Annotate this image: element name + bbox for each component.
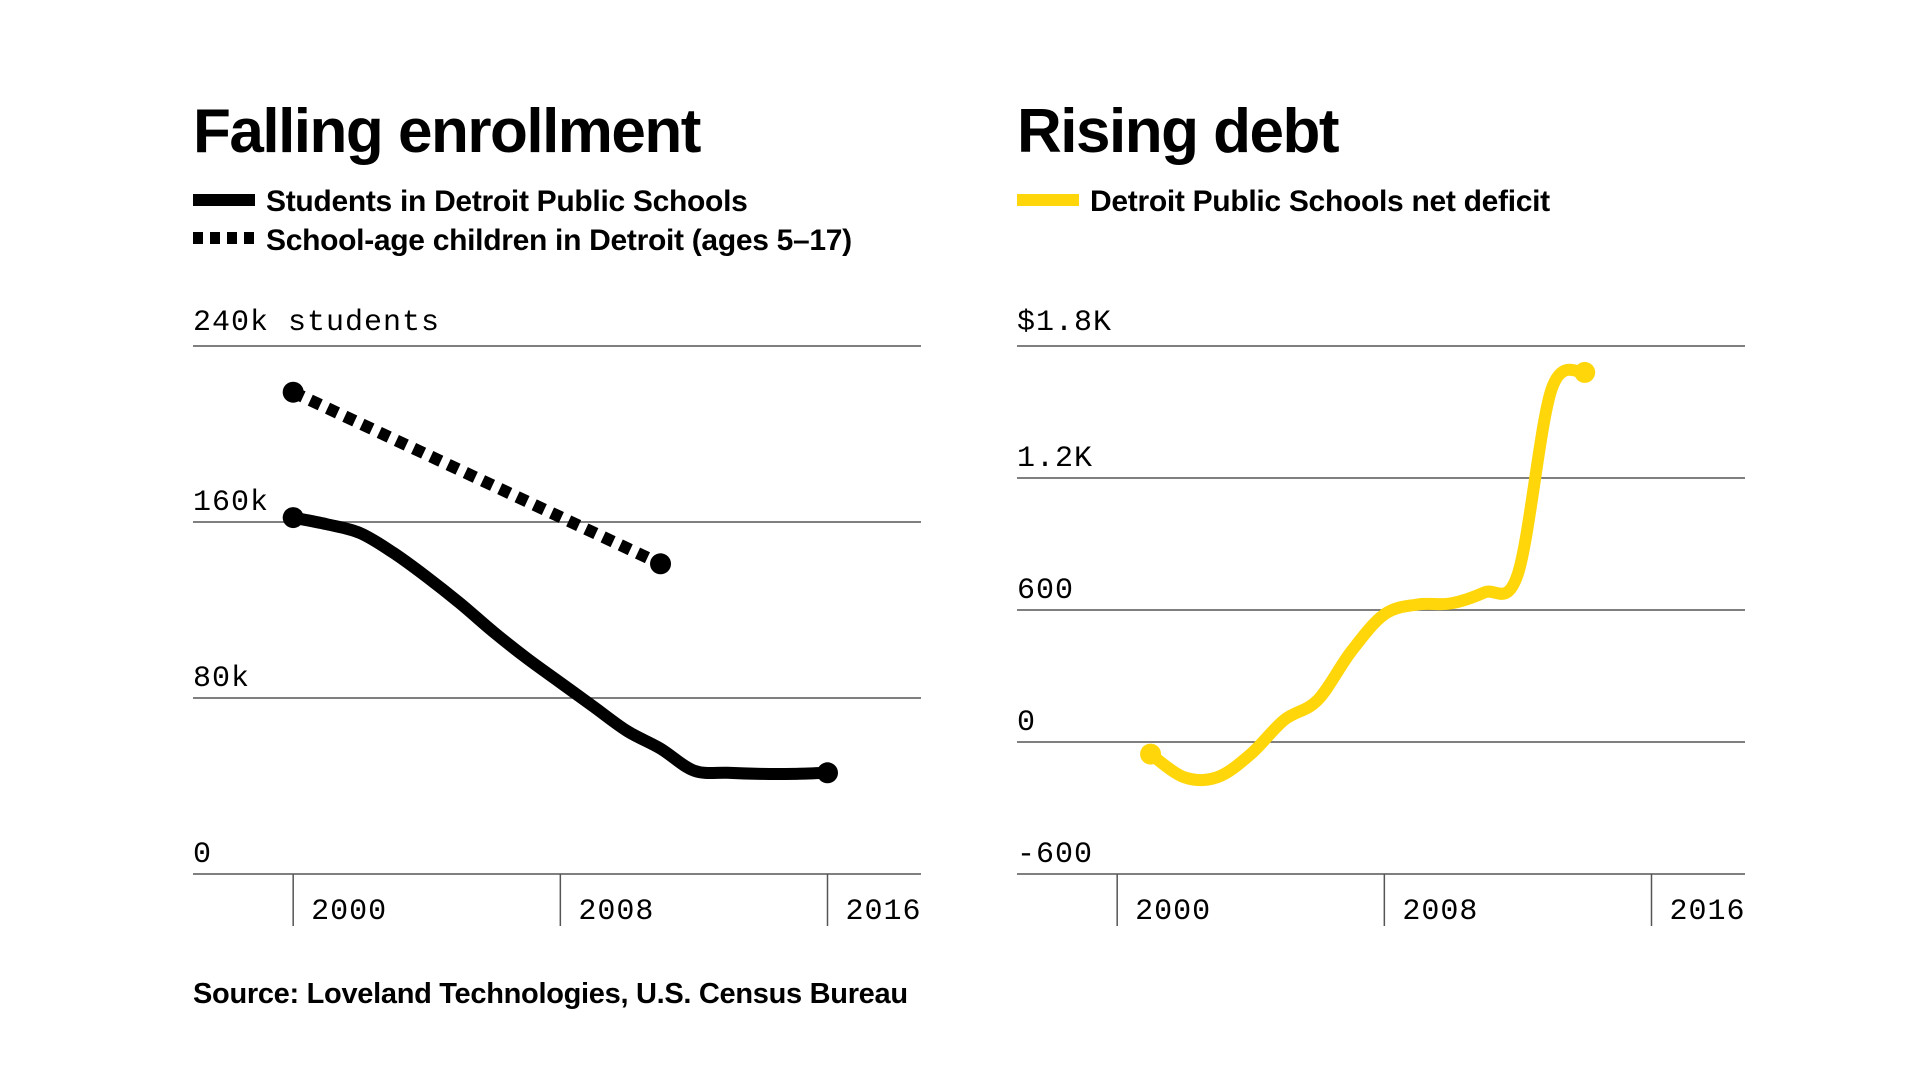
- series-endpoint: [282, 507, 304, 529]
- x-tick-label: 2016: [1669, 895, 1745, 929]
- legend-label-deficit: Detroit Public Schools net deficit: [1090, 185, 1550, 218]
- y-top-label: $1.8K: [1017, 306, 1112, 340]
- x-tick-label: 2008: [1402, 895, 1478, 929]
- series-endpoint: [1140, 743, 1162, 765]
- x-tick-label: 2000: [1135, 895, 1211, 929]
- source-note: Source: Loveland Technologies, U.S. Cens…: [193, 978, 908, 1010]
- legend-label-students: Students in Detroit Public Schools: [266, 185, 748, 218]
- x-tick-label: 2000: [311, 895, 387, 929]
- debt-title: Rising debt: [1017, 97, 1339, 166]
- y-tick-label: 0: [1017, 706, 1036, 740]
- series-line-detroit-public-schools-net-deficit: [1144, 363, 1591, 787]
- y-tick-label: 600: [1017, 574, 1074, 608]
- x-tick-label: 2008: [578, 895, 654, 929]
- series-endpoint: [282, 381, 304, 403]
- enrollment-chart: Falling enrollment Students in Detroit P…: [193, 97, 921, 929]
- legend-label-children: School-age children in Detroit (ages 5–1…: [266, 224, 852, 257]
- series-endpoint: [1574, 361, 1596, 383]
- debt-plot: -600 0 600 1.2K 2000 2008 2016: [1017, 345, 1745, 929]
- enrollment-title: Falling enrollment: [193, 97, 701, 166]
- x-tick-label: 2016: [845, 895, 921, 929]
- series-line-students-in-detroit-public-schools: [287, 511, 834, 781]
- enrollment-plot: 0 80k 160k 2000 2008 2016: [193, 345, 921, 929]
- y-top-label: 240k students: [193, 306, 440, 340]
- series-endpoint: [816, 762, 838, 784]
- series-endpoint: [650, 553, 672, 575]
- y-tick-label: 1.2K: [1017, 442, 1093, 476]
- y-tick-label: 0: [193, 838, 212, 872]
- y-tick-label: 80k: [193, 662, 250, 696]
- y-tick-label: -600: [1017, 838, 1093, 872]
- y-tick-label: 160k: [193, 486, 269, 520]
- debt-chart: Rising debt Detroit Public Schools net d…: [1017, 97, 1745, 929]
- legend-swatch-students: [193, 194, 255, 206]
- legend-swatch-deficit: [1017, 194, 1079, 206]
- series-line-school-age-children-in-detroit-ages-5-17: [290, 386, 664, 570]
